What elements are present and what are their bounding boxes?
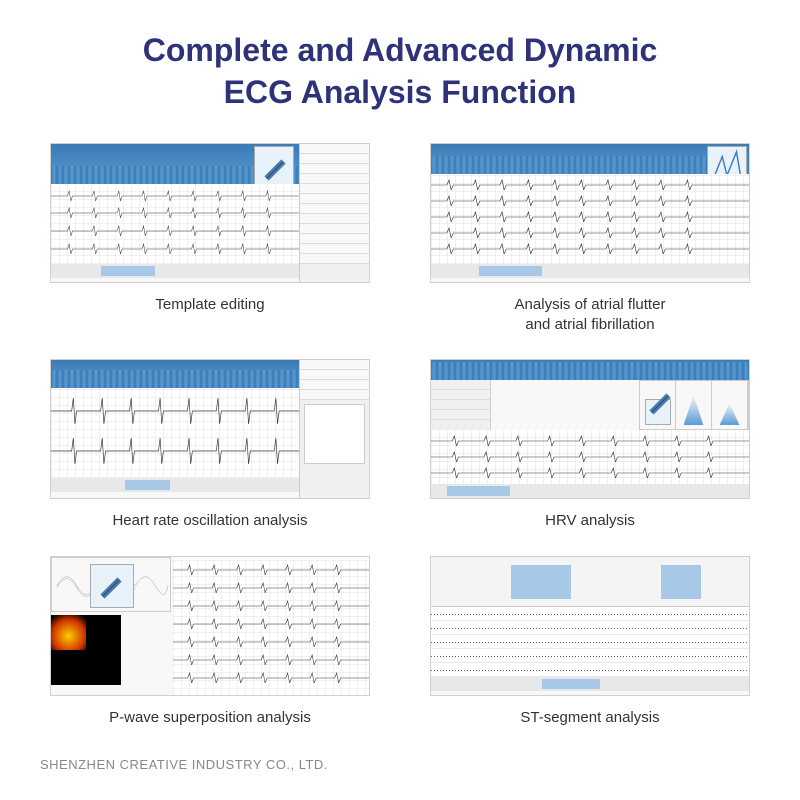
scroll-bar <box>51 264 299 278</box>
scroll-thumb <box>447 486 511 496</box>
page-title: Complete and Advanced Dynamic ECG Analys… <box>50 30 750 113</box>
ecg-grid <box>431 174 749 264</box>
ecg-grid <box>431 430 749 486</box>
histogram-panel <box>639 380 749 430</box>
scroll-thumb <box>101 266 156 276</box>
st-header <box>431 557 749 607</box>
screenshot-hrv <box>430 359 750 499</box>
scroll-thumb <box>125 480 170 490</box>
feature-grid: Template editing Analysis of atrial flut… <box>50 143 750 727</box>
scroll-thumb <box>542 679 599 689</box>
screenshot-afib <box>430 143 750 283</box>
left-panel <box>431 380 491 430</box>
scroll-thumb <box>479 266 543 276</box>
side-panel <box>299 360 369 498</box>
watermark: SHENZHEN CREATIVE INDUSTRY CO., LTD. <box>40 757 328 772</box>
scatter-plot <box>254 146 294 186</box>
heatmap <box>51 615 121 685</box>
caption: Template editing <box>155 295 264 315</box>
title-line-2: ECG Analysis Function <box>224 74 577 110</box>
caption: P-wave superposition analysis <box>109 708 311 728</box>
ecg-grid <box>173 557 369 696</box>
screenshot-hro <box>50 359 370 499</box>
side-panel <box>299 144 369 282</box>
feature-item-st: ST-segment analysis <box>430 556 750 728</box>
caption: Heart rate oscillation analysis <box>112 511 307 531</box>
caption: HRV analysis <box>545 511 635 531</box>
ecg-grid <box>51 388 299 478</box>
feature-item-hrv: HRV analysis <box>430 359 750 531</box>
waveform-overview <box>431 144 749 174</box>
scroll-bar <box>51 478 299 492</box>
feature-item-afib: Analysis of atrial flutter and atrial fi… <box>430 143 750 334</box>
scroll-bar <box>431 264 749 278</box>
scroll-bar <box>431 484 749 498</box>
st-tracks <box>431 607 749 677</box>
ecg-grid <box>51 184 299 264</box>
feature-item-pwave: P-wave superposition analysis <box>50 556 370 728</box>
title-line-1: Complete and Advanced Dynamic <box>143 32 658 68</box>
feature-item-template: Template editing <box>50 143 370 334</box>
highlight-block <box>511 565 571 599</box>
superposition-panel <box>51 557 171 612</box>
caption: Analysis of atrial flutter and atrial fi… <box>515 295 666 334</box>
screenshot-pwave <box>50 556 370 696</box>
feature-item-hro: Heart rate oscillation analysis <box>50 359 370 531</box>
caption: ST-segment analysis <box>520 708 659 728</box>
scroll-bar <box>431 677 749 691</box>
highlight-block <box>661 565 701 599</box>
screenshot-template <box>50 143 370 283</box>
waveform-overview <box>431 360 749 380</box>
screenshot-st <box>430 556 750 696</box>
